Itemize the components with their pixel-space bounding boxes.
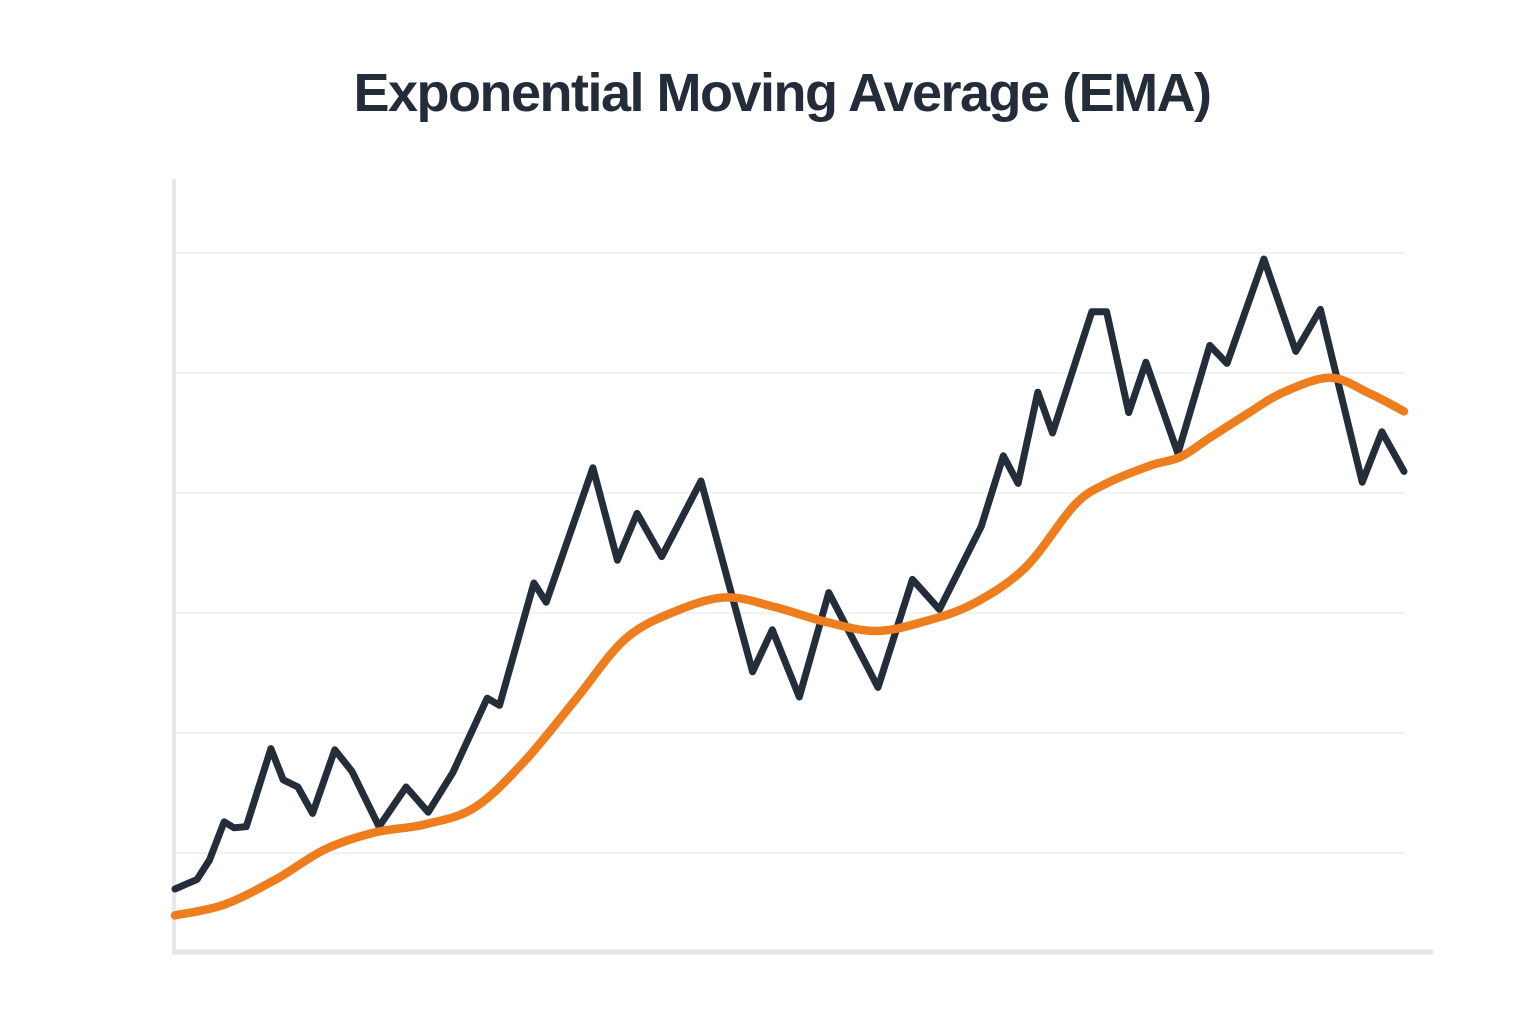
chart-title: Exponential Moving Average (EMA) [353, 63, 1212, 123]
price-line [171, 255, 1408, 893]
ema-line [170, 373, 1409, 920]
